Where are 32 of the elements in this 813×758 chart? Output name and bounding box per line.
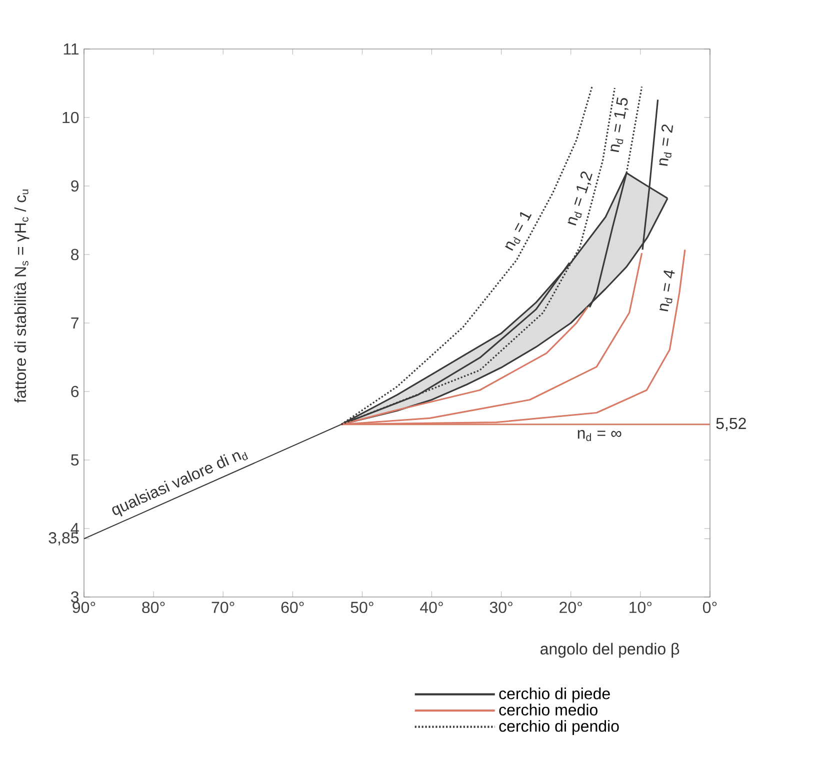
y-tick-label: 9 [71, 180, 79, 192]
x-tick-label: 60° [281, 602, 304, 614]
y-tick-label: 6 [71, 386, 79, 398]
x-tick-label: 30° [490, 602, 512, 614]
annotation: n$_{d}$ = 1 [505, 212, 532, 251]
annotation: 5,52 [716, 418, 746, 431]
x-axis-title: angolo del pendio β [540, 642, 680, 658]
legend-label: cerchio di pendio [499, 720, 619, 735]
annotation: n$_{d}$ = 1,2 [568, 172, 592, 226]
y-tick-label: 4 [70, 523, 79, 534]
y-tick-label: 3 [70, 591, 79, 603]
x-tick-label: 80° [142, 602, 165, 614]
y-tick-label: 5 [71, 454, 79, 466]
x-tick-label: 10° [630, 602, 652, 614]
annotation: n$_{d}$ = 2 [659, 124, 674, 166]
x-tick-label: 90° [72, 602, 96, 614]
annotation: n$_{d}$ = ∞ [578, 430, 622, 442]
y-tick-label: 8 [71, 248, 79, 260]
y-tick-label: 7 [71, 318, 78, 329]
annotation: n$_{d}$ = 4 [660, 270, 675, 312]
x-tick-label: 20° [560, 602, 582, 614]
y-tick-label: 11 [64, 44, 78, 55]
x-tick-label: 40° [420, 602, 443, 614]
y-axis-title: fattore di stabilità N$_{s}$ = γH$_{c}$ / c$_{u}$ [14, 190, 30, 403]
x-tick-label: 50° [350, 602, 374, 614]
x-tick-label: 0° [702, 602, 717, 614]
y-tick-label: 3,85 [48, 532, 79, 546]
x-tick-label: 70° [212, 602, 234, 614]
legend-label: cerchio medio [499, 704, 598, 716]
annotation: n$_{d}$ = 1,5 [610, 98, 628, 152]
y-tick-label: 10 [62, 112, 79, 124]
legend-label: cerchio di piede [499, 688, 610, 702]
